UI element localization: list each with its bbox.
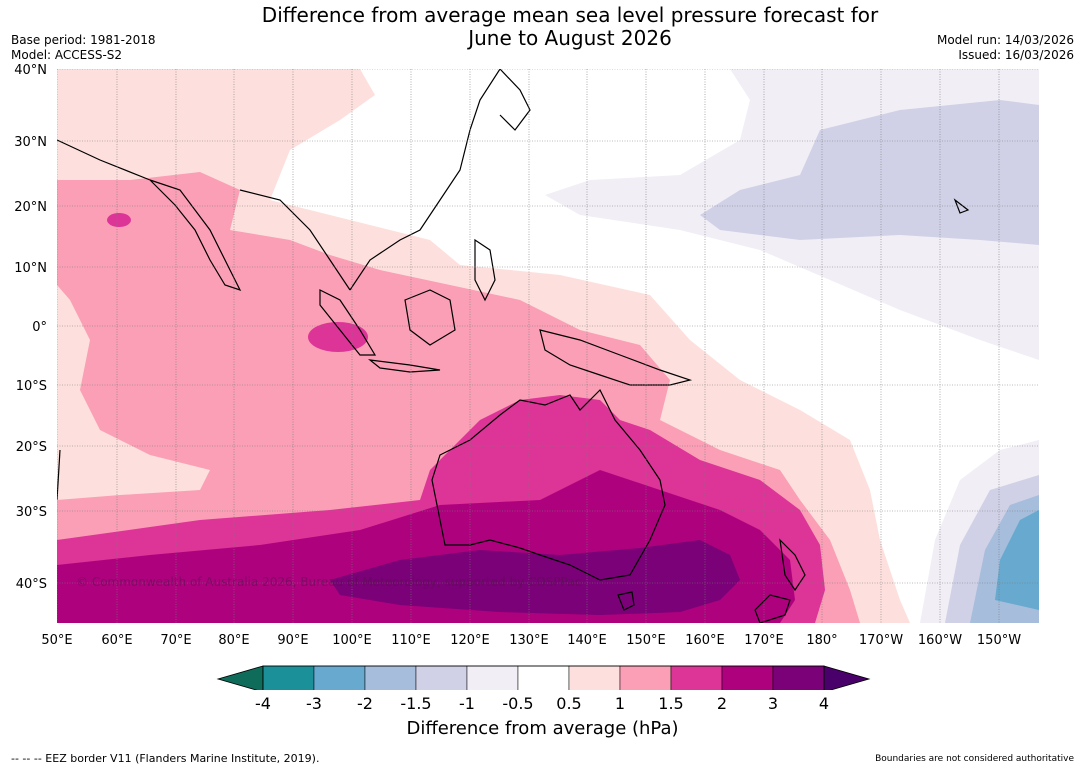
boundaries-note: Boundaries are not considered authoritat… (875, 754, 1074, 764)
lon-label: 150°W (977, 633, 1021, 648)
colorbar-tick: -1 (459, 694, 475, 713)
colorbar-tick: -0.5 (502, 694, 534, 713)
lat-label: 30°S (16, 505, 47, 520)
issued-date: Issued: 16/03/2026 (958, 48, 1074, 62)
graticule (57, 69, 1039, 623)
colorbar-tick: -3 (306, 694, 322, 713)
meta-right: Model run: 14/03/2026 Issued: 16/03/2026 (937, 33, 1074, 63)
anomaly-zone-3 (330, 540, 740, 615)
lat-label: 0° (32, 320, 47, 335)
lon-label: 160°W (918, 633, 962, 648)
colorbar-over-arrow (823, 665, 871, 690)
pressure-anomaly-field: © Commonwealth of Australia 2026, Bureau… (57, 69, 1039, 623)
colorbar-segment (568, 665, 621, 690)
eez-note: -- -- -- EEZ border V11 (Flanders Marine… (11, 752, 320, 765)
anomaly-zone-1.5-arabian (107, 213, 131, 227)
base-period: Base period: 1981-2018 (11, 33, 156, 47)
australia-coast (431, 388, 666, 581)
new-zealand-south (754, 594, 791, 623)
lon-label: 160°E (685, 633, 725, 648)
lon-label: 130°E (509, 633, 549, 648)
colorbar-segment (619, 665, 672, 690)
anomaly-zone-0.5-b (180, 70, 320, 125)
japan-coast (499, 69, 531, 131)
lon-label: 140°E (567, 633, 607, 648)
map-title: Difference from average mean sea level p… (0, 4, 1085, 50)
lon-label: 170°E (744, 633, 784, 648)
meta-left: Base period: 1981-2018 Model: ACCESS-S2 (11, 33, 156, 63)
java-coast (367, 359, 441, 373)
colorbar-label: Difference from average (hPa) (406, 718, 679, 739)
copyright-notice: © Commonwealth of Australia 2026, Bureau… (76, 575, 581, 589)
asia-coast (57, 69, 501, 291)
new-zealand-north (779, 538, 806, 592)
lat-label: 40°S (16, 577, 47, 592)
colorbar (216, 665, 871, 690)
colorbar-tick: -2 (357, 694, 373, 713)
colorbar-segment (313, 665, 366, 690)
colorbar-segment (364, 665, 417, 690)
lon-label: 180° (806, 633, 837, 648)
forecast-map: © Commonwealth of Australia 2026, Bureau… (14, 63, 1039, 690)
lon-label: 120°E (450, 633, 490, 648)
longitude-labels: 50°E 60°E 70°E 80°E 90°E 100°E 110°E 120… (41, 633, 1021, 648)
latitude-labels: 40°N 30°N 20°N 10°N 0° 10°S 20°S 30°S 40… (14, 63, 47, 592)
colorbar-tick: 0.5 (556, 694, 582, 713)
philippines-coast (474, 238, 496, 302)
colorbar-segment (415, 665, 468, 690)
lon-label: 100°E (332, 633, 372, 648)
colorbar-segment (670, 665, 723, 690)
lat-label: 10°N (14, 261, 47, 276)
india-coast (149, 179, 242, 292)
anomaly-zone-neg-1 (700, 100, 1039, 245)
tasmania-coast (617, 591, 635, 611)
lon-label: 150°E (626, 633, 666, 648)
madagascar-coast (57, 449, 61, 501)
colorbar-tick: 1 (614, 694, 626, 713)
colorbar-tick: 4 (818, 694, 830, 713)
lat-label: 20°N (14, 200, 47, 215)
lat-label: 10°S (16, 379, 47, 394)
lon-label: 110°E (391, 633, 431, 648)
hawaii-coast (953, 198, 970, 214)
colorbar-segment (262, 665, 315, 690)
title-line-2: June to August 2026 (468, 26, 672, 50)
colorbar-segment (772, 665, 825, 690)
colorbar-tick: 3 (767, 694, 779, 713)
lat-label: 20°S (16, 440, 47, 455)
lon-label: 170°W (859, 633, 903, 648)
colorbar-segment (466, 665, 519, 690)
colorbar-ticks: -4 -3 -2 -1.5 -1 -0.5 0.5 1 1.5 2 3 4 (0, 694, 1085, 714)
sumatra-coast (319, 289, 377, 356)
colorbar-tick: 1.5 (658, 694, 684, 713)
lon-label: 50°E (41, 633, 72, 648)
lon-label: 90°E (277, 633, 308, 648)
model-name: Model: ACCESS-S2 (11, 48, 123, 62)
coastlines (57, 69, 970, 623)
anomaly-zone-neg-2-south (995, 510, 1039, 610)
colorbar-tick: -1.5 (400, 694, 432, 713)
lon-label: 60°E (101, 633, 132, 648)
colorbar-segment (517, 665, 570, 690)
lon-label: 70°E (160, 633, 191, 648)
colorbar-segments (262, 665, 825, 690)
colorbar-tick: -4 (255, 694, 271, 713)
borneo-coast (404, 289, 456, 346)
colorbar-tick: 2 (716, 694, 728, 713)
colorbar-segment (721, 665, 774, 690)
anomaly-zone-1.5-sumatra (308, 322, 368, 352)
lat-label: 40°N (14, 63, 47, 78)
colorbar-frame (262, 665, 825, 690)
colorbar-under-arrow (216, 665, 264, 690)
lon-label: 80°E (218, 633, 249, 648)
lat-label: 30°N (14, 135, 47, 150)
title-line-1: Difference from average mean sea level p… (261, 3, 879, 27)
model-run: Model run: 14/03/2026 (936, 33, 1074, 47)
